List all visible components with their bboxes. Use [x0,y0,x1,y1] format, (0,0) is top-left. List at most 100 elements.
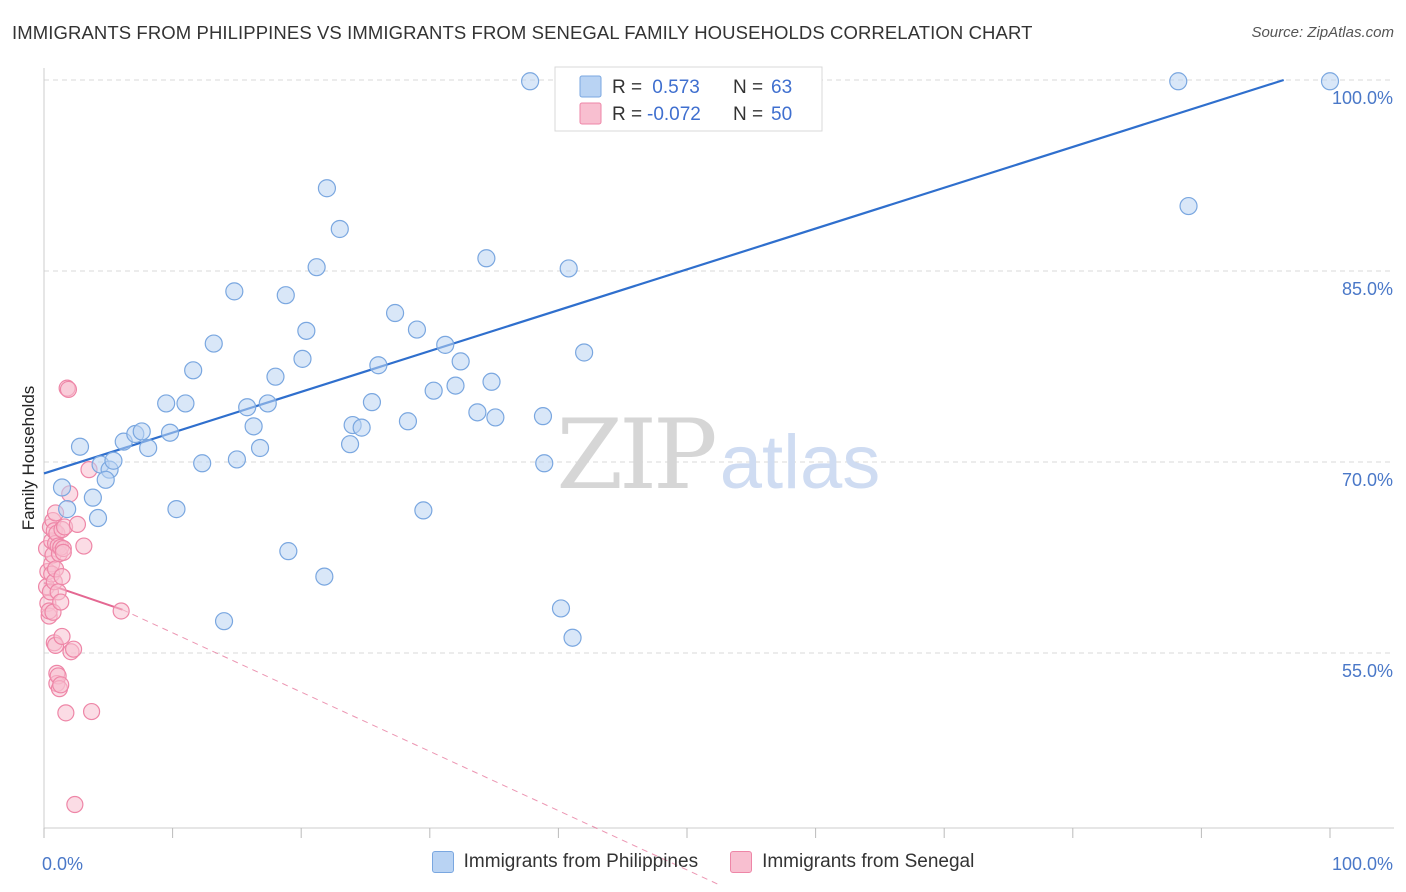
data-point-philippines [477,249,496,268]
bottom-legend-label-philippines: Immigrants from Philippines [463,851,699,872]
data-point-philippines [132,422,151,441]
legend-r-value-2: -0.072 [647,104,701,125]
data-point-senegal [57,704,75,722]
data-point-philippines [414,501,433,520]
data-point-philippines [362,393,382,412]
watermark-atlas: atlas [720,420,881,505]
legend-n-value-2: 50 [771,104,792,125]
data-point-philippines [1169,72,1188,91]
data-point-philippines [352,418,371,437]
data-point-senegal [53,567,71,586]
chart-title: IMMIGRANTS FROM PHILIPPINES VS IMMIGRANT… [12,22,1033,43]
data-point-philippines [535,454,554,473]
grid-lines [44,79,1394,654]
data-point-philippines [104,451,123,470]
data-point-philippines [266,367,285,386]
data-point-philippines [83,488,102,507]
data-point-senegal [53,627,71,646]
data-point-senegal [54,543,72,562]
y-tick-label: 55.0% [1342,661,1393,681]
data-point-philippines [88,508,108,528]
data-point-philippines [193,454,212,473]
legend-r-label-2: R = [612,104,642,125]
data-point-philippines [482,372,501,391]
data-point-philippines [293,349,312,368]
data-point-philippines [385,303,405,323]
data-point-philippines [575,343,594,362]
data-point-philippines [398,412,418,431]
data-point-senegal [68,515,87,533]
data-point-philippines [307,258,326,277]
data-point-philippines [238,398,257,417]
legend-n-value-1: 63 [771,77,792,98]
data-point-senegal [52,676,70,694]
data-point-philippines [315,567,334,586]
bottom-legend-label-senegal: Immigrants from Senegal [762,851,975,872]
data-point-philippines [160,423,180,442]
data-point-senegal [82,702,101,721]
senegal-points [37,379,130,814]
data-point-philippines [369,356,388,375]
bottom-legend-swatch-senegal [730,851,753,873]
data-point-philippines [563,628,582,647]
philippines-points [52,72,1340,647]
data-point-philippines [139,438,158,458]
data-point-philippines [157,394,176,413]
data-point-senegal [64,640,83,658]
chart-source: Source: ZipAtlas.com [1251,24,1394,41]
data-point-philippines [258,394,277,413]
legend-r-value-1: 0.573 [647,77,700,98]
data-point-philippines [486,408,505,427]
data-point-senegal [59,380,78,399]
bottom-legend: Immigrants from Philippines Immigrants f… [0,851,1406,873]
data-point-philippines [58,500,77,519]
data-point-philippines [424,381,443,400]
tick-labels: 55.0% 70.0% 85.0% 100.0% 0.0% 100.0% [42,88,1393,874]
x-tick-label: 0.0% [42,854,83,874]
data-point-philippines [250,438,270,458]
trend-line-senegal-extension [122,609,720,886]
data-point-philippines [279,542,298,561]
data-point-philippines [167,500,186,519]
data-point-philippines [533,407,553,426]
x-tick-label: 100.0% [1332,854,1393,874]
data-point-philippines [521,72,540,91]
data-point-philippines [276,286,295,305]
data-point-philippines [446,376,465,395]
legend-r-label-1: R = [612,77,642,98]
y-axis-title: Family Households [19,386,38,531]
data-point-philippines [551,599,571,618]
data-point-philippines [407,320,427,339]
data-point-philippines [451,352,470,371]
data-point-philippines [468,403,487,422]
legend-swatch-philippines [579,75,602,98]
data-point-philippines [204,334,223,353]
data-point-philippines [330,219,349,239]
legend-swatch-senegal [579,102,602,125]
data-point-senegal [52,593,70,611]
y-tick-label: 70.0% [1342,470,1393,490]
data-point-philippines [176,394,195,413]
bottom-legend-item-senegal: Immigrants from Senegal [730,851,974,873]
data-point-philippines [559,259,578,278]
data-point-philippines [340,435,360,454]
data-point-philippines [244,417,263,436]
data-point-philippines [225,282,244,301]
data-point-philippines [297,321,316,340]
y-tick-label: 100.0% [1332,88,1393,108]
data-point-philippines [227,450,246,469]
bottom-legend-swatch-philippines [431,851,454,873]
data-point-philippines [184,361,203,380]
watermark-zip: ZIP [556,399,715,511]
data-point-senegal [112,602,130,620]
data-point-philippines [317,179,337,198]
data-point-philippines [214,612,234,631]
legend: R = 0.573 N = 63 R = -0.072 N = 50 [554,66,823,132]
bottom-legend-item-philippines: Immigrants from Philippines [431,851,699,873]
data-point-philippines [52,478,72,497]
legend-n-label-2: N = [733,104,763,125]
data-point-senegal [66,795,84,814]
data-point-philippines [436,335,455,354]
legend-n-label-1: N = [733,77,763,98]
axes [43,68,1394,838]
